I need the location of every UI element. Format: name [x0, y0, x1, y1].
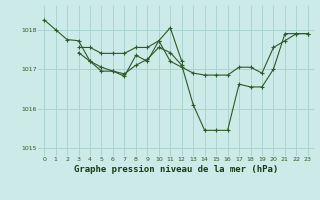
X-axis label: Graphe pression niveau de la mer (hPa): Graphe pression niveau de la mer (hPa) — [74, 165, 278, 174]
